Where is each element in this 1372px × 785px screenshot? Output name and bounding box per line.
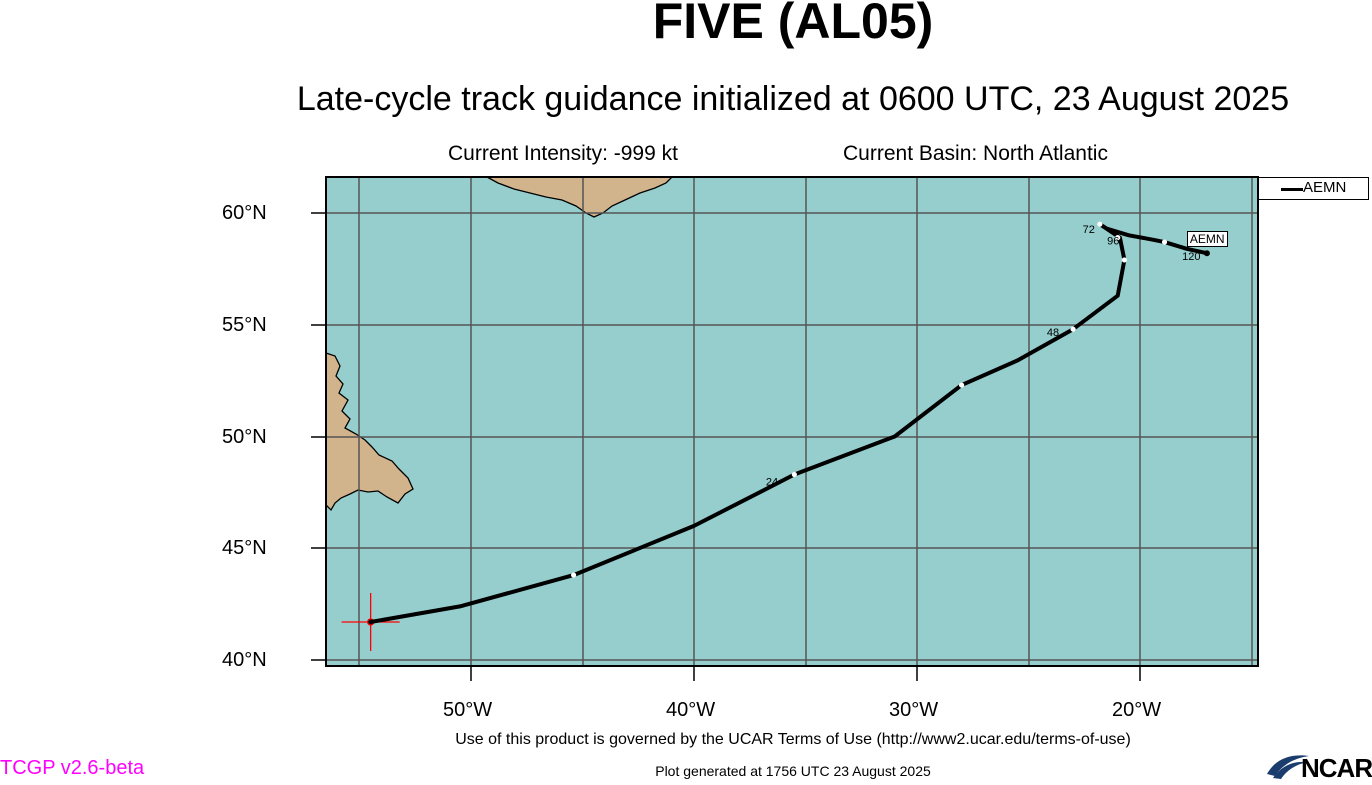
lat-label-60n: 60°N: [222, 202, 267, 224]
lat-label-55n: 55°N: [222, 314, 267, 336]
hour-labels: 24 48 72 96 120: [766, 224, 1201, 489]
ncar-logo: NCAR: [1265, 752, 1372, 783]
version-label: TCGP v2.6-beta: [0, 757, 145, 779]
legend-label: AEMN: [1303, 179, 1347, 196]
track-dot-7: [1097, 221, 1103, 227]
aemn-track-line: [370, 222, 1208, 624]
track-dot-1: [791, 471, 797, 478]
chart-subtitle: Late-cycle track guidance initialized at…: [296, 80, 1290, 118]
axis-ticks: [311, 212, 1141, 681]
track-end-dot: [1203, 250, 1210, 257]
ncar-logo-text: NCAR: [1301, 753, 1372, 783]
lon-label-50w: 50°W: [443, 699, 493, 721]
current-intensity: Current Intensity: -999 kt: [448, 142, 678, 165]
track-dot-3: [1070, 326, 1076, 332]
newfoundland-land: [325, 352, 414, 512]
greenland-land: [486, 176, 674, 218]
hour-label-96: 96: [1107, 235, 1119, 247]
ncar-logo-icon: [1267, 755, 1309, 779]
track-dot-4: [1121, 257, 1127, 263]
hour-label-72: 72: [1083, 224, 1095, 236]
track-dots: [570, 221, 1210, 578]
hour-label-24: 24: [766, 477, 778, 489]
grid-lines: [326, 177, 1258, 666]
hour-label-120: 120: [1182, 251, 1200, 263]
map-frame: [325, 176, 1259, 667]
lat-label-50n: 50°N: [222, 426, 267, 448]
lat-label-40n: 40°N: [222, 649, 267, 671]
legend: AEMN: [1258, 177, 1369, 200]
ocean-area: [326, 177, 1258, 666]
track-dot-2: [959, 382, 965, 388]
hour-label-48: 48: [1047, 327, 1059, 339]
legend-line-swatch: [1281, 188, 1303, 191]
plot-generated-timestamp: Plot generated at 1756 UTC 23 August 202…: [655, 763, 931, 779]
lon-label-40w: 40°W: [666, 699, 716, 721]
lat-label-45n: 45°N: [222, 537, 267, 559]
track-dot-6: [1161, 239, 1168, 245]
lon-label-30w: 30°W: [889, 699, 939, 721]
lon-label-20w: 20°W: [1112, 699, 1162, 721]
track-end-label: AEMN: [1186, 231, 1228, 248]
terms-of-use-notice: Use of this product is governed by the U…: [455, 731, 1131, 748]
chart-title: FIVE (AL05): [652, 0, 934, 49]
track-dot-5: [1115, 234, 1121, 241]
current-basin: Current Basin: North Atlantic: [843, 142, 1108, 165]
track-dot-0: [570, 572, 577, 578]
